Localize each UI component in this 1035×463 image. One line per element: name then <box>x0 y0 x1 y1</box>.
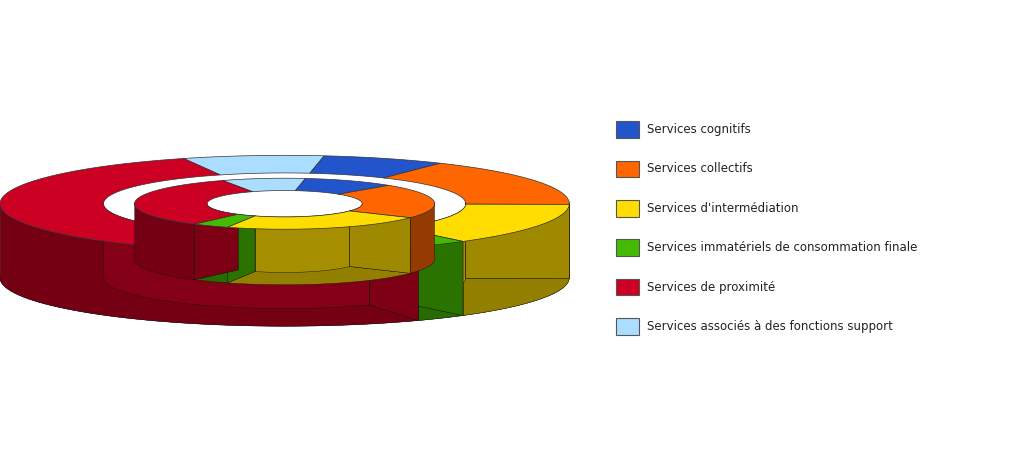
Polygon shape <box>398 228 463 315</box>
Polygon shape <box>228 218 410 285</box>
Polygon shape <box>309 156 441 178</box>
Polygon shape <box>350 211 410 273</box>
Polygon shape <box>398 228 463 315</box>
Polygon shape <box>398 204 466 302</box>
Polygon shape <box>466 204 569 278</box>
Polygon shape <box>295 178 389 194</box>
Polygon shape <box>207 203 238 270</box>
Polygon shape <box>223 178 305 192</box>
Polygon shape <box>195 214 255 227</box>
Polygon shape <box>410 202 435 273</box>
Polygon shape <box>228 216 255 283</box>
Text: Services de proximité: Services de proximité <box>647 281 775 294</box>
Polygon shape <box>195 224 228 283</box>
Polygon shape <box>418 241 463 320</box>
Text: Services cognitifs: Services cognitifs <box>647 123 750 136</box>
Polygon shape <box>350 203 362 267</box>
Polygon shape <box>104 203 369 308</box>
Polygon shape <box>0 232 418 326</box>
Polygon shape <box>135 181 253 224</box>
Bar <box>616 318 639 335</box>
Polygon shape <box>463 204 569 315</box>
Text: Services d'intermédiation: Services d'intermédiation <box>647 202 798 215</box>
Bar <box>616 200 639 217</box>
Bar <box>616 121 639 138</box>
Polygon shape <box>398 278 569 315</box>
Polygon shape <box>228 211 410 229</box>
Polygon shape <box>369 231 418 320</box>
Polygon shape <box>466 204 569 278</box>
Polygon shape <box>0 158 418 252</box>
Polygon shape <box>338 185 435 218</box>
Polygon shape <box>228 216 255 283</box>
Bar <box>616 279 639 295</box>
Polygon shape <box>369 231 418 320</box>
Bar <box>616 161 639 177</box>
Polygon shape <box>238 214 255 271</box>
Polygon shape <box>384 238 569 278</box>
Bar <box>616 239 639 256</box>
Text: Services collectifs: Services collectifs <box>647 163 752 175</box>
Polygon shape <box>398 204 569 241</box>
Text: Services immatériels de consommation finale: Services immatériels de consommation fin… <box>647 241 917 254</box>
Polygon shape <box>135 202 195 280</box>
Polygon shape <box>369 302 463 320</box>
Polygon shape <box>384 163 569 204</box>
Polygon shape <box>195 214 238 280</box>
Polygon shape <box>369 228 463 246</box>
Polygon shape <box>0 202 418 326</box>
Polygon shape <box>183 230 324 249</box>
Polygon shape <box>183 156 324 175</box>
Polygon shape <box>369 228 398 305</box>
Polygon shape <box>309 230 441 252</box>
Polygon shape <box>255 211 350 272</box>
Text: Services associés à des fonctions support: Services associés à des fonctions suppor… <box>647 320 893 333</box>
Polygon shape <box>195 214 238 280</box>
Polygon shape <box>350 211 410 273</box>
